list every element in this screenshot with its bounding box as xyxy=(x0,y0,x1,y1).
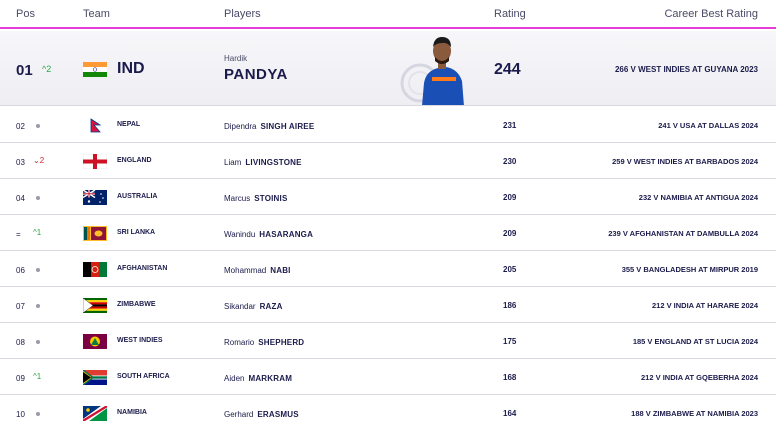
career-best-rating: 239 V AFGHANISTAN AT DAMBULLA 2024 xyxy=(608,229,758,238)
table-row[interactable]: 03 ⌄2 ENGLAND LiamLIVINGSTONE 230 259 V … xyxy=(0,143,776,179)
india-flag-icon xyxy=(83,62,107,77)
player-name[interactable]: LiamLIVINGSTONE xyxy=(224,158,302,167)
rating-value: 231 xyxy=(503,121,516,130)
table-row[interactable]: 10 NAMIBIA GerhardERASMUS 164 188 V ZIMB… xyxy=(0,395,776,429)
career-best-rating: 212 V INDIA AT GQEBERHA 2024 xyxy=(641,373,758,382)
england-flag-icon xyxy=(83,154,107,169)
team-name: ENGLAND xyxy=(117,157,152,164)
player-name[interactable]: WaninduHASARANGA xyxy=(224,230,313,239)
rank-down-indicator: ⌄2 xyxy=(33,156,44,165)
table-row[interactable]: 07 ZIMBABWE SikandarRAZA 186 212 V INDIA… xyxy=(0,287,776,323)
no-change-dot-icon xyxy=(36,412,40,416)
team-name: WEST INDIES xyxy=(117,337,163,344)
nepal-flag-icon xyxy=(83,118,107,133)
rank-up-indicator: ^1 xyxy=(33,372,41,381)
team-name: ZIMBABWE xyxy=(117,301,156,308)
team-name: AFGHANISTAN xyxy=(117,265,167,272)
no-change-dot-icon xyxy=(36,196,40,200)
rank-position: 10 xyxy=(16,410,25,419)
career-best-rating: 241 V USA AT DALLAS 2024 xyxy=(658,121,758,130)
player-first-name: Hardik xyxy=(224,54,247,63)
player-name[interactable]: AidenMARKRAM xyxy=(224,374,292,383)
team-name: IND xyxy=(117,60,145,78)
player-last-name[interactable]: PANDYA xyxy=(224,66,288,83)
rating-value: 209 xyxy=(503,229,516,238)
career-best-rating: 188 V ZIMBABWE AT NAMIBIA 2023 xyxy=(631,409,758,418)
rank-position: 03 xyxy=(16,158,25,167)
rating-value: 244 xyxy=(494,61,521,79)
namibia-flag-icon xyxy=(83,406,107,421)
career-best-rating: 185 V ENGLAND AT ST LUCIA 2024 xyxy=(633,337,758,346)
rank-position: 08 xyxy=(16,338,25,347)
rating-value: 209 xyxy=(503,193,516,202)
table-row[interactable]: 06 AFGHANISTAN MohammadNABI 205 355 V BA… xyxy=(0,251,776,287)
rating-value: 230 xyxy=(503,157,516,166)
table-header: Pos Team Players Rating Career Best Rati… xyxy=(0,0,776,29)
rank-up-indicator: ^2 xyxy=(42,64,51,74)
table-row[interactable]: 08 WEST INDIES RomarioSHEPHERD 175 185 V… xyxy=(0,323,776,359)
zimbabwe-flag-icon xyxy=(83,298,107,313)
australia-flag-icon xyxy=(83,190,107,205)
chevron-down-icon: ⌄ xyxy=(33,156,40,165)
player-name[interactable]: DipendraSINGH AIREE xyxy=(224,122,314,131)
player-photo xyxy=(400,31,476,106)
rank-position: 04 xyxy=(16,194,25,203)
no-change-dot-icon xyxy=(36,268,40,272)
no-change-dot-icon xyxy=(36,124,40,128)
no-change-dot-icon xyxy=(36,340,40,344)
player-name[interactable]: RomarioSHEPHERD xyxy=(224,338,304,347)
rating-value: 186 xyxy=(503,301,516,310)
header-rating: Rating xyxy=(494,8,526,20)
team-name: NEPAL xyxy=(117,121,140,128)
rank-position: 06 xyxy=(16,266,25,275)
table-row[interactable]: 02 NEPAL DipendraSINGH AIREE 231 241 V U… xyxy=(0,107,776,143)
career-best-rating: 259 V WEST INDIES AT BARBADOS 2024 xyxy=(612,157,758,166)
header-career-best: Career Best Rating xyxy=(664,8,758,20)
career-best-rating: 212 V INDIA AT HARARE 2024 xyxy=(652,301,758,310)
afghanistan-flag-icon xyxy=(83,262,107,277)
west-indies-flag-icon xyxy=(83,334,107,349)
table-row[interactable]: = ^1 SRI LANKA WaninduHASARANGA 209 239 … xyxy=(0,215,776,251)
rank-position: = xyxy=(16,230,21,239)
rank-position: 01 xyxy=(16,62,33,79)
rating-value: 164 xyxy=(503,409,516,418)
rating-value: 175 xyxy=(503,337,516,346)
header-pos: Pos xyxy=(16,8,35,20)
player-name[interactable]: MohammadNABI xyxy=(224,266,291,275)
table-row[interactable]: 04 AUSTRALIA MarcusSTOINIS 209 232 V NAM… xyxy=(0,179,776,215)
south-africa-flag-icon xyxy=(83,370,107,385)
header-team: Team xyxy=(83,8,110,20)
rank-position: 02 xyxy=(16,122,25,131)
career-best-rating: 232 V NAMIBIA AT ANTIGUA 2024 xyxy=(639,193,758,202)
team-name: NAMIBIA xyxy=(117,409,147,416)
career-best-rating: 266 V WEST INDIES AT GUYANA 2023 xyxy=(615,65,758,74)
no-change-dot-icon xyxy=(36,304,40,308)
player-name[interactable]: MarcusSTOINIS xyxy=(224,194,288,203)
top-ranked-row[interactable]: 01 ^2 IND Hardik PANDYA 244 266 V WEST I… xyxy=(0,31,776,106)
rank-position: 09 xyxy=(16,374,25,383)
sri-lanka-flag-icon xyxy=(83,226,107,241)
rating-value: 168 xyxy=(503,373,516,382)
table-row[interactable]: 09 ^1 SOUTH AFRICA AidenMARKRAM 168 212 … xyxy=(0,359,776,395)
team-name: SOUTH AFRICA xyxy=(117,373,170,380)
header-players: Players xyxy=(224,8,261,20)
rank-up-indicator: ^1 xyxy=(33,228,41,237)
player-name[interactable]: SikandarRAZA xyxy=(224,302,283,311)
player-name[interactable]: GerhardERASMUS xyxy=(224,410,299,419)
team-name: AUSTRALIA xyxy=(117,193,157,200)
team-name: SRI LANKA xyxy=(117,229,155,236)
rank-position: 07 xyxy=(16,302,25,311)
rating-value: 205 xyxy=(503,265,516,274)
career-best-rating: 355 V BANGLADESH AT MIRPUR 2019 xyxy=(622,265,758,274)
